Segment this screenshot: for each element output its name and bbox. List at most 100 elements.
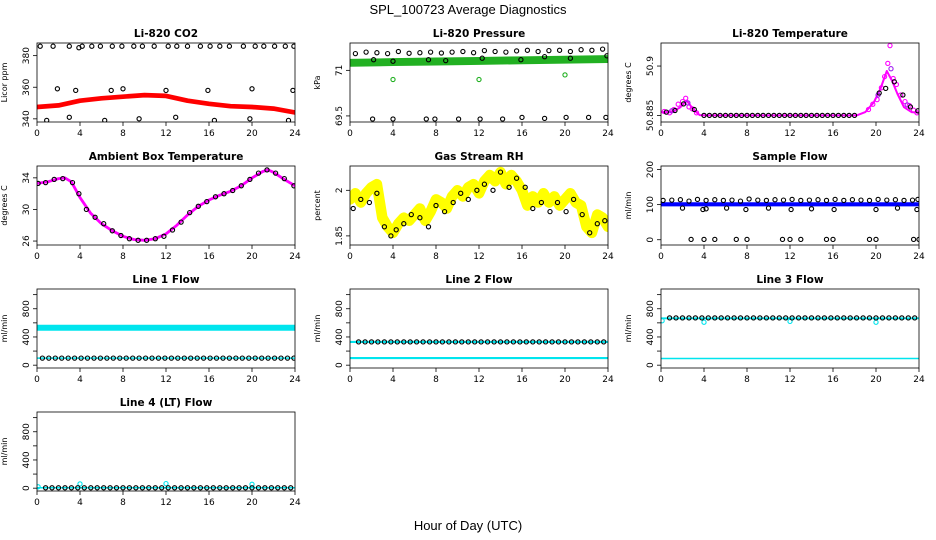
data-point xyxy=(770,315,776,321)
data-point xyxy=(407,339,413,345)
data-point xyxy=(126,236,133,242)
data-point xyxy=(530,205,536,212)
x-tick-label: 20 xyxy=(870,129,882,139)
data-point xyxy=(184,485,191,491)
data-point xyxy=(217,43,223,49)
data-point xyxy=(536,339,542,345)
data-point xyxy=(109,43,115,49)
data-point xyxy=(763,315,770,321)
plot-area xyxy=(661,196,919,243)
data-point xyxy=(117,355,123,361)
y-axis-label: ml/min xyxy=(0,315,9,343)
data-point xyxy=(470,50,477,56)
data-point xyxy=(49,485,55,491)
data-point xyxy=(830,112,836,119)
data-point xyxy=(858,197,864,203)
x-tick-label: 8 xyxy=(433,129,439,139)
data-point xyxy=(417,50,423,56)
data-point xyxy=(165,43,171,49)
data-point xyxy=(369,116,376,122)
plot-frame xyxy=(36,42,296,123)
data-point xyxy=(374,50,380,56)
y-tick-label: 400 xyxy=(335,328,345,345)
y-tick-label: 800 xyxy=(22,423,32,440)
x-tick-label: 16 xyxy=(203,375,215,385)
data-point xyxy=(291,355,295,361)
data-point xyxy=(731,315,737,321)
data-point xyxy=(417,215,423,221)
data-point xyxy=(847,315,853,321)
data-point xyxy=(355,339,362,345)
data-point xyxy=(290,87,295,94)
data-point xyxy=(729,197,735,203)
data-point xyxy=(914,110,919,116)
data-point xyxy=(284,355,291,361)
data-point xyxy=(152,485,158,491)
data-point xyxy=(133,485,139,491)
data-point xyxy=(212,194,219,200)
data-point xyxy=(691,106,697,113)
data-point xyxy=(88,485,94,491)
data-point xyxy=(567,48,574,55)
data-point xyxy=(62,485,68,491)
data-point xyxy=(443,57,449,64)
data-point xyxy=(815,197,821,203)
y-tick-label: 2 xyxy=(335,187,345,193)
data-point xyxy=(37,43,43,49)
y-tick-label: 340 xyxy=(22,110,32,127)
x-tick-label: 24 xyxy=(289,252,301,262)
x-tick-label: 12 xyxy=(473,252,484,262)
data-point xyxy=(281,485,287,491)
y-tick-label: 800 xyxy=(22,300,32,317)
data-point xyxy=(873,206,879,213)
y-tick-label: 0 xyxy=(22,362,32,368)
data-point xyxy=(165,485,171,491)
data-point xyxy=(163,87,169,94)
data-point xyxy=(168,355,175,361)
data-point xyxy=(281,175,287,182)
y-tick-label: 0 xyxy=(335,362,345,368)
data-point xyxy=(663,109,670,115)
data-point xyxy=(798,112,804,119)
x-tick-label: 20 xyxy=(559,375,571,385)
data-point xyxy=(195,203,201,209)
data-point xyxy=(700,206,706,213)
data-point xyxy=(152,236,158,242)
x-tick-label: 8 xyxy=(433,252,439,262)
data-point xyxy=(406,50,412,56)
data-point xyxy=(390,58,396,64)
data-point xyxy=(701,112,707,119)
data-point xyxy=(108,87,114,94)
data-point xyxy=(830,236,836,243)
data-point xyxy=(568,339,575,345)
data-point xyxy=(139,485,146,491)
data-point xyxy=(683,95,689,101)
data-point xyxy=(581,339,588,345)
data-point xyxy=(808,112,815,119)
data-point xyxy=(510,339,517,345)
data-point xyxy=(401,339,407,345)
data-point xyxy=(814,112,820,119)
y-tick-label: 400 xyxy=(22,451,32,468)
data-point xyxy=(217,485,223,491)
data-point xyxy=(873,236,879,243)
data-point xyxy=(119,43,125,49)
x-tick-label: 12 xyxy=(473,129,484,139)
plot-area xyxy=(37,43,295,122)
data-point xyxy=(476,76,482,83)
data-point xyxy=(425,57,432,63)
data-point xyxy=(712,112,718,119)
data-point xyxy=(666,315,673,321)
y-tick-label: 800 xyxy=(335,300,345,317)
x-tick-label: 16 xyxy=(827,252,839,262)
data-point xyxy=(139,43,146,49)
x-tick-label: 24 xyxy=(602,375,614,385)
data-point xyxy=(479,55,485,61)
x-tick-label: 16 xyxy=(516,129,528,139)
data-point xyxy=(226,43,233,49)
data-point xyxy=(94,485,100,491)
data-point xyxy=(393,227,399,233)
y-tick-label: 800 xyxy=(646,300,656,317)
data-point xyxy=(162,355,168,361)
